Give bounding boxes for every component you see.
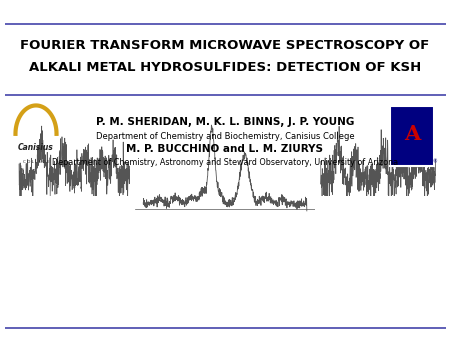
Text: Department of Chemistry and Biochemistry, Canisius College: Department of Chemistry and Biochemistry… xyxy=(96,132,354,141)
Text: P. M. SHERIDAN, M. K. L. BINNS, J. P. YOUNG: P. M. SHERIDAN, M. K. L. BINNS, J. P. YO… xyxy=(96,117,354,127)
Text: FOURIER TRANSFORM MICROWAVE SPECTROSCOPY OF: FOURIER TRANSFORM MICROWAVE SPECTROSCOPY… xyxy=(20,39,430,52)
FancyBboxPatch shape xyxy=(390,106,434,166)
Text: M. P. BUCCHINO and L. M. ZIURYS: M. P. BUCCHINO and L. M. ZIURYS xyxy=(126,144,324,154)
Text: ®: ® xyxy=(432,160,437,165)
Text: Department of Chemistry, Astronomy and Steward Observatory, University of Arizon: Department of Chemistry, Astronomy and S… xyxy=(52,159,398,167)
Text: C O L L E G E: C O L L E G E xyxy=(22,160,50,164)
Text: ALKALI METAL HYDROSULFIDES: DETECTION OF KSH: ALKALI METAL HYDROSULFIDES: DETECTION OF… xyxy=(29,61,421,74)
Text: A: A xyxy=(404,124,420,144)
Text: Canisius: Canisius xyxy=(18,143,54,152)
